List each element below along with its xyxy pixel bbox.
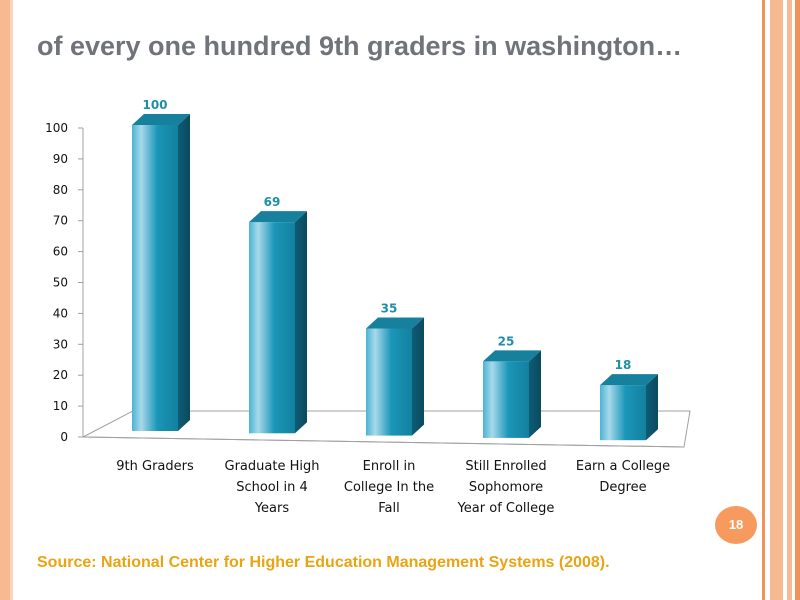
- y-tick-label: 0: [60, 430, 68, 444]
- bar-side: [178, 114, 190, 431]
- bar-4: [483, 350, 541, 438]
- bar-front: [249, 222, 295, 434]
- y-tick-label: 60: [53, 245, 68, 259]
- bar-side: [412, 317, 424, 436]
- accent-stripe-right-2: [770, 0, 783, 600]
- data-label: 18: [615, 358, 632, 372]
- accent-stripe-right-3: [787, 0, 792, 600]
- category-label: Graduate High School in 4 Years: [225, 459, 320, 516]
- slide-title: of every one hundred 9th graders in wash…: [37, 31, 683, 61]
- y-tick-label: 90: [53, 152, 68, 166]
- bar-2: [249, 211, 307, 434]
- bar-side: [529, 350, 541, 438]
- y-tick-label: 50: [53, 276, 68, 290]
- data-label: 35: [381, 302, 398, 316]
- y-tick-label: 70: [53, 214, 68, 228]
- chart-axes: 0 10 20 30 40 50 60 70 80 90 100: [45, 121, 691, 448]
- accent-stripe-left-inner: [10, 0, 13, 600]
- chart-bars: [132, 114, 658, 441]
- source-citation: Source: National Center for Higher Educa…: [37, 554, 610, 571]
- bar-top: [600, 374, 658, 386]
- y-tick-label: 20: [53, 368, 68, 382]
- bar-5: [600, 374, 658, 441]
- bar-front: [132, 125, 178, 431]
- chart-labels: 100 9th Graders 69 Graduate High School in 4…: [116, 98, 670, 516]
- accent-stripe-right-4: [795, 0, 800, 600]
- category-label: Still Enrolled Sophomore Year of College: [457, 459, 555, 516]
- y-tick-label: 10: [53, 399, 68, 413]
- bar-side: [295, 211, 307, 434]
- bar-3: [366, 317, 424, 436]
- bar-top: [366, 317, 424, 329]
- y-tick-label: 30: [53, 337, 68, 351]
- bar-front: [600, 385, 646, 441]
- bar-front: [366, 328, 412, 436]
- bar-top: [483, 350, 541, 362]
- data-label: 25: [498, 334, 515, 348]
- data-label: 100: [142, 98, 167, 112]
- y-tick-label: 100: [45, 121, 68, 135]
- category-label: Enroll in College In the Fall: [344, 459, 434, 516]
- page-number-badge: 18: [715, 506, 757, 544]
- bar-top: [249, 211, 307, 223]
- bar-1: [132, 114, 190, 431]
- bar-top: [132, 114, 190, 125]
- accent-stripe-right-1: [762, 0, 765, 600]
- bar-front: [483, 361, 529, 438]
- bar-side: [646, 374, 658, 441]
- category-label: 9th Graders: [116, 459, 194, 474]
- data-label: 69: [264, 195, 281, 209]
- x-axis-line: [82, 436, 685, 448]
- accent-stripe-left: [0, 0, 10, 600]
- y-tick-label: 40: [53, 306, 68, 320]
- y-tick-label: 80: [53, 183, 68, 197]
- category-label: Earn a College Degree: [576, 459, 670, 495]
